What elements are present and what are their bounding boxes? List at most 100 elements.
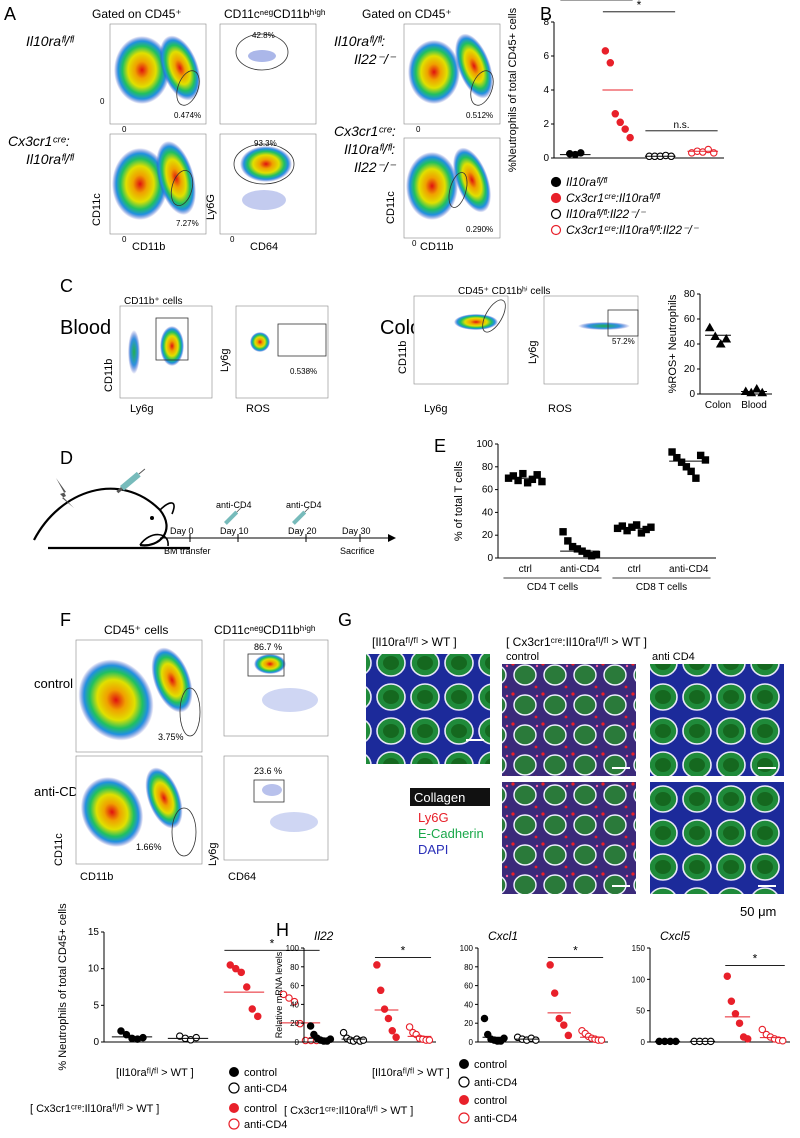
data-point-2-4 — [248, 1005, 257, 1013]
panel-letter-d: D — [60, 448, 73, 468]
x-tick-label-0: ctrl — [519, 564, 532, 575]
gate-label-blood: CD11b⁺ cells — [124, 296, 182, 307]
data-point-0-0 — [117, 1027, 125, 1035]
y-tick-label-1: 20 — [464, 1019, 473, 1028]
y-tick-label-1: 20 — [684, 364, 696, 375]
data-point-2-1 — [376, 986, 385, 995]
row-label-control: control — [34, 676, 73, 691]
axis-label-ros-c4: ROS — [548, 403, 572, 415]
x-tick-label-2: ctrl — [628, 564, 641, 575]
syringe-icon-day20 — [292, 507, 310, 525]
legend-f-anti2: anti-CD4 — [244, 1119, 287, 1131]
step-day20: Day 20 — [288, 526, 317, 536]
y-tick-label-4: 80 — [482, 462, 494, 473]
data-point-3-6 — [597, 1036, 606, 1044]
y-tick-label-2: 40 — [482, 507, 494, 518]
data-point-3-6 — [425, 1036, 434, 1044]
note-bm-transfer: BM transfer — [164, 546, 211, 556]
mouse-drawing — [33, 487, 190, 550]
y-tick-label-1: 2 — [543, 119, 549, 130]
legend-f-group1: [Il10raᶠˡ/ᶠˡ > WT ] — [116, 1067, 194, 1079]
legend-collagen: Collagen — [414, 790, 465, 805]
data-point-2-3 — [384, 1014, 393, 1023]
legend-b-label-3: Cx3cr1ᶜʳᵉ:Il10raᶠˡ/ᶠˡ:Il22⁻/⁻ — [566, 223, 700, 237]
axis-label-cd11c-a3: CD11c — [385, 191, 397, 224]
y-tick-label-3: 60 — [684, 314, 696, 325]
axis-label-ly6g-c4: Ly6g — [527, 341, 539, 364]
data-point-0-2 — [514, 476, 522, 485]
data-point-2-2 — [237, 968, 246, 977]
data-point-3-3 — [682, 463, 691, 471]
data-point-0-5 — [528, 475, 537, 484]
y-tick-label-1: 50 — [636, 1007, 645, 1016]
data-point-1-7 — [592, 550, 601, 559]
panel-letter-g: G — [338, 610, 352, 630]
data-point-3-4 — [709, 149, 718, 157]
tick-zero-a4: 0 — [122, 235, 127, 244]
step-day30: Day 30 — [342, 526, 371, 536]
y-tick-label-0: 0 — [543, 153, 549, 164]
panel-d: Day 0 Day 10 Day 20 Day 30 BM transfer a… — [33, 468, 396, 556]
legend-f-control2: control — [244, 1103, 277, 1115]
axis-label-ly6g-c1: Ly6g — [130, 403, 153, 415]
data-point-2-4 — [564, 1031, 573, 1040]
data-point-2-1 — [550, 989, 559, 997]
data-point-1-5 — [626, 133, 634, 142]
data-point-1-3 — [192, 1033, 201, 1042]
col-header-1: Gated on CD45⁺ — [92, 7, 182, 21]
data-point-0-1 — [509, 472, 518, 480]
y-tick-label-3: 60 — [290, 982, 299, 991]
facs-plot-a6 — [403, 137, 501, 239]
note-anti-cd4-20: anti-CD4 — [286, 500, 322, 510]
panel-letter-e: E — [434, 436, 446, 456]
data-point-3-0 — [279, 990, 288, 999]
data-point-0-6 — [326, 1035, 335, 1043]
y-tick-label-1: 5 — [93, 1000, 99, 1011]
g-header-1: [Il10raᶠˡ/ᶠˡ > WT ] — [372, 635, 457, 649]
data-point-3-2 — [290, 997, 299, 1006]
data-point-1-3 — [616, 118, 624, 127]
axis-label-cd64-f: CD64 — [228, 871, 256, 883]
data-point-2-3 — [560, 1021, 568, 1029]
lightning-icon — [56, 478, 74, 508]
panel-g: [Il10raᶠˡ/ᶠˡ > WT ] [ Cx3cr1ᶜʳᵉ:Il10raᶠˡ… — [366, 635, 784, 919]
panel-letter-c: C — [60, 276, 73, 296]
y-tick-label-0: 0 — [295, 1038, 300, 1047]
y-tick-label-2: 40 — [290, 1000, 299, 1009]
chart-title: Il22 — [314, 929, 334, 943]
panel-letter-h: H — [276, 920, 289, 940]
pct-c2: 57.2% — [612, 337, 635, 346]
data-point-3-0 — [668, 448, 676, 456]
legend-b-label-2: Il10raᶠˡ/ᶠˡ:Il22⁻/⁻ — [566, 207, 647, 221]
panel-c: Blood Colon CD11b⁺ cells CD45⁺ CD11bʰⁱ c… — [60, 286, 639, 415]
y-tick-label-5: 100 — [286, 944, 300, 953]
data-point-2-1 — [232, 964, 240, 973]
axis-label-cd11b-f: CD11b — [80, 871, 113, 883]
row-label-il10ra: Il10raᶠˡ/ᶠˡ — [26, 33, 75, 49]
legend-b-label-1: Cx3cr1ᶜʳᵉ:Il10raᶠˡ/ᶠˡ — [566, 191, 661, 205]
data-point-2-0 — [226, 961, 235, 969]
data-point-3-2 — [677, 458, 686, 466]
tick-zero-a3: 0 — [416, 125, 421, 134]
y-tick-label-1: 20 — [482, 530, 494, 541]
y-tick-label-3: 15 — [88, 927, 100, 938]
chart-e: 0 20 40 60 80 100 % of total T cells ctrl anti-C… — [453, 439, 716, 593]
data-point-1-0 — [559, 528, 567, 536]
axis-label-ros-c2: ROS — [246, 403, 270, 415]
col-header-2: CD11cⁿᵉᵍCD11bʰⁱᵍʰ — [224, 7, 326, 21]
axis-label-cd11b-c1: CD11b — [103, 359, 115, 392]
legend-h-control1: control — [474, 1059, 507, 1071]
data-point-0-7 — [538, 477, 546, 486]
facs-plot-f1 — [75, 639, 203, 753]
pct-a6: 0.290% — [466, 225, 493, 234]
facs-plot-c3 — [413, 295, 509, 385]
data-point-3-4 — [687, 467, 695, 476]
y-tick-label-0: 0 — [487, 553, 493, 564]
data-point-1-0 — [339, 1028, 348, 1037]
y-tick-label-2: 40 — [464, 1000, 473, 1009]
note-sacrifice: Sacrifice — [340, 546, 375, 556]
data-point-1-1 — [606, 59, 615, 67]
data-point-0-2 — [576, 149, 585, 157]
facs-plot-a4 — [109, 133, 207, 235]
